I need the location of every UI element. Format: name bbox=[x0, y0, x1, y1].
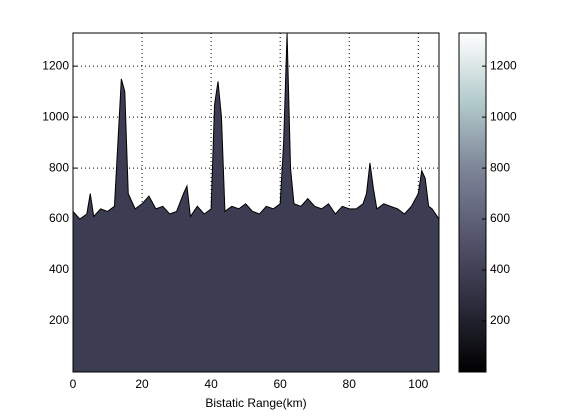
colorbar-tick-label: 600 bbox=[490, 211, 510, 225]
x-tick-label: 100 bbox=[408, 377, 428, 391]
x-tick-label: 40 bbox=[204, 377, 218, 391]
colorbar-tick-label: 1200 bbox=[490, 58, 517, 72]
y-tick-label: 400 bbox=[49, 262, 69, 276]
colorbar-tick-label: 800 bbox=[490, 160, 510, 174]
x-axis-label: Bistatic Range(km) bbox=[205, 396, 306, 410]
colorbar bbox=[458, 32, 487, 373]
x-tick-label: 80 bbox=[343, 377, 357, 391]
x-tick-label: 60 bbox=[273, 377, 287, 391]
y-tick-label: 200 bbox=[49, 313, 69, 327]
axes-box bbox=[72, 32, 440, 373]
y-tick-label: 800 bbox=[49, 160, 69, 174]
colorbar-tick-label: 400 bbox=[490, 262, 510, 276]
y-tick-label: 600 bbox=[49, 211, 69, 225]
x-tick-label: 0 bbox=[70, 377, 77, 391]
colorbar-tick-label: 200 bbox=[490, 313, 510, 327]
y-tick-label: 1200 bbox=[42, 58, 69, 72]
surface bbox=[72, 32, 440, 373]
y-tick-label: 1000 bbox=[42, 109, 69, 123]
x-tick-label: 20 bbox=[135, 377, 149, 391]
colorbar-tick-label: 1000 bbox=[490, 109, 517, 123]
